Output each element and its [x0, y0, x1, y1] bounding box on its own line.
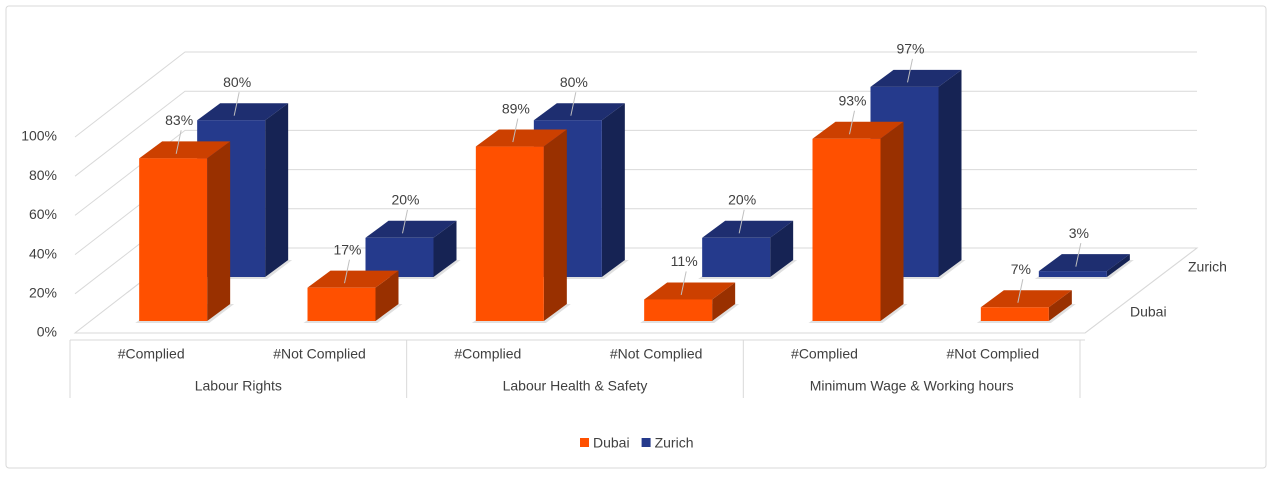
bar — [303, 270, 403, 323]
value-label: 7% — [1011, 261, 1031, 277]
bar-front — [1038, 271, 1107, 277]
label-leader — [512, 118, 519, 143]
bar-side — [712, 282, 736, 321]
value-label: 93% — [838, 92, 866, 108]
group-label: Labour Rights — [195, 378, 282, 394]
value-label: 97% — [896, 41, 924, 57]
x-tick-label: #Not Complied — [273, 346, 366, 362]
bar-front — [702, 237, 771, 277]
bar-top — [1038, 254, 1130, 272]
bar-side — [880, 121, 904, 321]
bar-top — [533, 103, 625, 121]
x-tick-label: #Not Complied — [610, 346, 703, 362]
grid-line — [74, 51, 1197, 138]
legend-label: Zurich — [655, 435, 694, 451]
bar-side — [265, 103, 289, 277]
bar — [808, 121, 908, 323]
bar-side — [543, 129, 567, 321]
y-tick-label: 20% — [29, 285, 57, 301]
value-label: 83% — [165, 112, 193, 128]
label-leader — [233, 92, 240, 116]
label-leader — [1017, 279, 1024, 303]
bar-top — [644, 282, 736, 300]
bar-top — [197, 103, 289, 121]
bar-front — [307, 287, 376, 321]
bar-front — [365, 237, 434, 277]
group-label: Minimum Wage & Working hours — [810, 378, 1014, 394]
label-leader — [175, 130, 182, 154]
bar-front — [139, 158, 208, 321]
bar-front — [812, 138, 881, 321]
y-tick-label: 100% — [21, 128, 57, 144]
depth-axis-line — [1084, 247, 1198, 334]
bar — [698, 220, 798, 279]
bar-side — [1048, 290, 1072, 321]
label-leader — [680, 271, 687, 296]
bar — [471, 129, 571, 323]
grid-line — [74, 90, 1197, 177]
value-label: 80% — [223, 74, 251, 90]
legend-label: Dubai — [593, 435, 630, 451]
bar-top — [980, 290, 1072, 308]
bar — [1034, 254, 1134, 279]
value-label: 17% — [333, 241, 361, 257]
bar-front — [644, 299, 713, 321]
y-tick-label: 40% — [29, 245, 57, 261]
bar-side — [433, 220, 457, 277]
bar-top — [812, 121, 904, 139]
label-leader — [344, 259, 350, 284]
bar — [640, 282, 740, 323]
value-label: 3% — [1069, 225, 1089, 241]
bar-side — [375, 270, 399, 321]
value-label: 80% — [560, 74, 588, 90]
bar-side — [938, 69, 962, 277]
x-tick-label: #Not Complied — [947, 346, 1040, 362]
bar-side — [207, 141, 231, 321]
bar — [135, 141, 235, 323]
bar-front — [980, 307, 1049, 321]
bar-side — [770, 220, 794, 277]
value-label: 20% — [728, 192, 756, 208]
bar-top — [365, 220, 457, 238]
bar-side — [601, 103, 625, 277]
label-leader — [907, 58, 913, 83]
bar-top — [702, 220, 794, 238]
y-tick-label: 0% — [37, 324, 57, 340]
bar-top — [870, 69, 962, 87]
group-label: Labour Health & Safety — [503, 378, 648, 394]
bar-top — [307, 270, 399, 288]
value-label: 11% — [671, 253, 698, 269]
label-leader — [849, 110, 855, 135]
x-tick-label: #Complied — [791, 346, 858, 362]
value-label: 20% — [391, 192, 419, 208]
bar-side — [1106, 254, 1130, 277]
x-tick-label: #Complied — [118, 346, 185, 362]
x-tick-label: #Complied — [454, 346, 521, 362]
y-tick-label: 60% — [29, 206, 57, 222]
label-leader — [402, 209, 408, 234]
value-label: 89% — [502, 100, 530, 116]
label-leader — [738, 209, 745, 234]
label-leader — [1075, 243, 1082, 267]
depth-label: Dubai — [1130, 304, 1167, 320]
bar — [976, 290, 1076, 323]
legend-swatch — [580, 438, 589, 447]
bar-top — [475, 129, 567, 147]
depth-label: Zurich — [1188, 259, 1227, 275]
y-tick-label: 80% — [29, 167, 57, 183]
bar-front — [475, 146, 544, 321]
bar-top — [139, 141, 231, 159]
label-leader — [570, 92, 577, 116]
legend-swatch — [641, 438, 651, 447]
